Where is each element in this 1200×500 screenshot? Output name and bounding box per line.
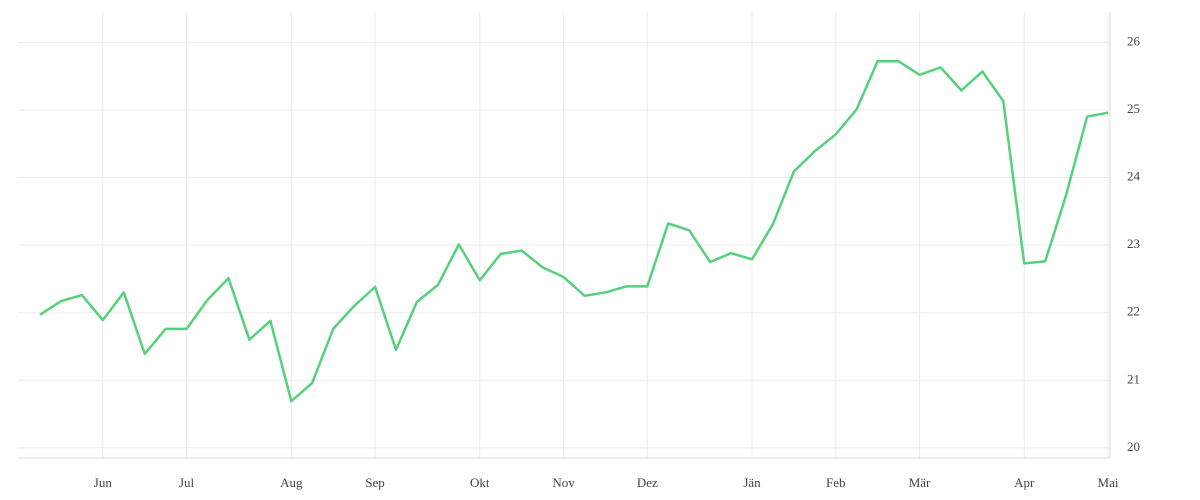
x-tick-label: Aug <box>280 475 303 490</box>
x-tick-label: Mär <box>909 475 931 490</box>
y-tick-label: 24 <box>1127 169 1141 184</box>
y-tick-label: 23 <box>1127 236 1140 251</box>
x-tick-label: Nov <box>552 475 575 490</box>
y-tick-label: 21 <box>1127 371 1140 386</box>
x-tick-label: Mai <box>1098 475 1119 490</box>
line-series <box>39 60 1109 403</box>
x-tick-label: Dez <box>637 475 658 490</box>
x-tick-label: Okt <box>470 475 490 490</box>
x-tick-label: Sep <box>365 475 385 490</box>
y-tick-label: 22 <box>1127 304 1140 319</box>
x-tick-label: Feb <box>826 475 846 490</box>
y-tick-label: 26 <box>1127 33 1141 48</box>
x-tick-label: Jul <box>179 475 195 490</box>
y-tick-label: 25 <box>1127 101 1140 116</box>
x-tick-label: Jun <box>94 475 113 490</box>
x-tick-label: Jän <box>743 475 761 490</box>
x-tick-label: Apr <box>1014 475 1035 490</box>
y-tick-label: 20 <box>1127 439 1140 454</box>
